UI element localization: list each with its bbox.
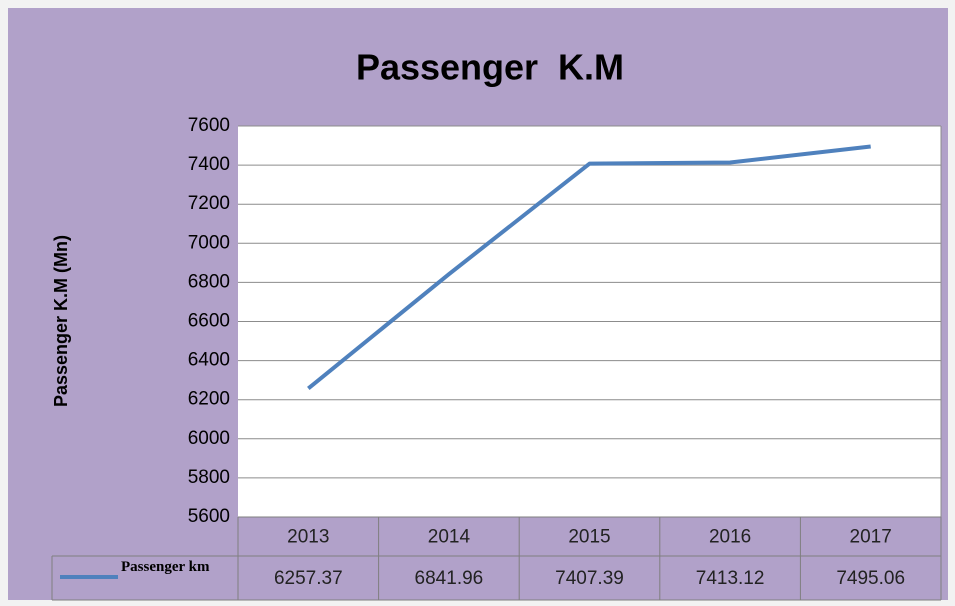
y-tick-label: 7400 bbox=[188, 154, 230, 175]
chart-title: Passenger K.M bbox=[356, 47, 624, 88]
table-value: 6841.96 bbox=[415, 568, 484, 589]
legend-label: Passenger km bbox=[121, 559, 210, 575]
y-tick-label: 6200 bbox=[188, 389, 230, 410]
y-tick-label: 6000 bbox=[188, 428, 230, 449]
y-tick-label: 7600 bbox=[188, 115, 230, 136]
y-tick-label: 5800 bbox=[188, 467, 230, 488]
y-axis-label: Passenger K.M (Mn) bbox=[51, 235, 71, 407]
y-tick-label: 7000 bbox=[188, 232, 230, 253]
table-value: 7495.06 bbox=[836, 568, 905, 589]
y-tick-label: 7200 bbox=[188, 193, 230, 214]
y-tick-label: 6400 bbox=[188, 350, 230, 371]
x-tick-label: 2014 bbox=[428, 527, 471, 548]
x-tick-label: 2013 bbox=[287, 527, 329, 548]
table-value: 7413.12 bbox=[696, 568, 765, 589]
x-tick-label: 2016 bbox=[709, 527, 751, 548]
table-value: 7407.39 bbox=[555, 568, 624, 589]
y-tick-label: 6800 bbox=[188, 271, 230, 292]
y-tick-label: 6600 bbox=[188, 311, 230, 332]
line-series bbox=[307, 144, 871, 391]
x-tick-label: 2017 bbox=[850, 527, 892, 548]
x-tick-label: 2015 bbox=[568, 527, 610, 548]
table-value: 6257.37 bbox=[274, 568, 343, 589]
y-tick-label: 5600 bbox=[188, 506, 230, 527]
